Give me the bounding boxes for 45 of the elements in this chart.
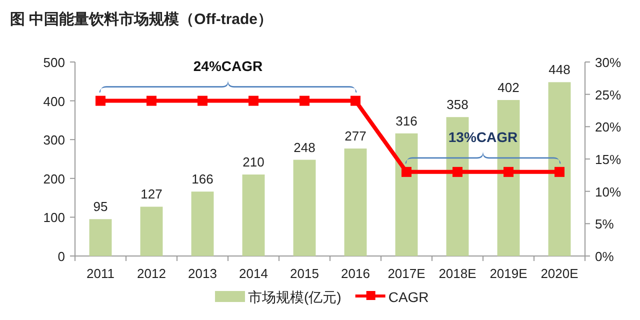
data-label: 402 — [498, 80, 520, 96]
y-tick-label: 300 — [43, 132, 65, 148]
data-label: 127 — [140, 186, 162, 202]
y2-tick-label: 5% — [595, 216, 614, 232]
data-label: 277 — [344, 128, 366, 144]
data-label: 248 — [294, 140, 316, 155]
x-tick-label: 2020E — [540, 266, 579, 281]
x-tick-label: 2015 — [290, 266, 319, 281]
legend-label: CAGR — [388, 289, 429, 305]
data-label: 95 — [93, 199, 108, 214]
y2-tick-label: 20% — [595, 120, 622, 135]
bar — [293, 160, 316, 256]
data-label: 166 — [192, 172, 214, 187]
x-tick-label: 2016 — [341, 266, 370, 281]
y2-tick-label: 15% — [595, 152, 622, 167]
chart-title: 图 中国能量饮料市场规模（Off-trade） — [10, 10, 272, 28]
y2-tick-label: 0% — [595, 249, 614, 264]
bar — [140, 206, 163, 256]
x-tick-label: 2011 — [86, 266, 114, 281]
bar — [548, 82, 571, 256]
bar — [242, 174, 265, 256]
y-tick-label: 200 — [43, 171, 65, 186]
x-tick-label: 2014 — [239, 266, 268, 281]
x-tick-label: 2019E — [490, 266, 528, 281]
bar — [89, 219, 112, 256]
y-tick-label: 0 — [58, 249, 65, 264]
bar — [395, 133, 418, 256]
y2-tick-label: 25% — [595, 87, 622, 102]
legend-label: 市场规模(亿元) — [248, 289, 342, 305]
x-tick-label: 2017E — [388, 266, 426, 281]
y2-tick-label: 10% — [595, 184, 622, 200]
y-tick-label: 100 — [43, 210, 65, 226]
x-tick-label: 2012 — [137, 266, 166, 281]
data-label: 316 — [396, 113, 418, 128]
data-label: 448 — [548, 62, 570, 78]
bar — [191, 192, 214, 256]
x-tick-label: 2013 — [188, 266, 217, 281]
x-tick-label: 2018E — [438, 266, 477, 281]
data-label: 210 — [242, 154, 264, 170]
bar — [344, 148, 367, 256]
y2-tick-label: 30% — [595, 55, 622, 70]
y-tick-label: 500 — [43, 55, 65, 70]
annotation: 24%CAGR — [193, 58, 263, 74]
data-label: 358 — [446, 97, 468, 112]
y-tick-label: 400 — [43, 94, 65, 109]
